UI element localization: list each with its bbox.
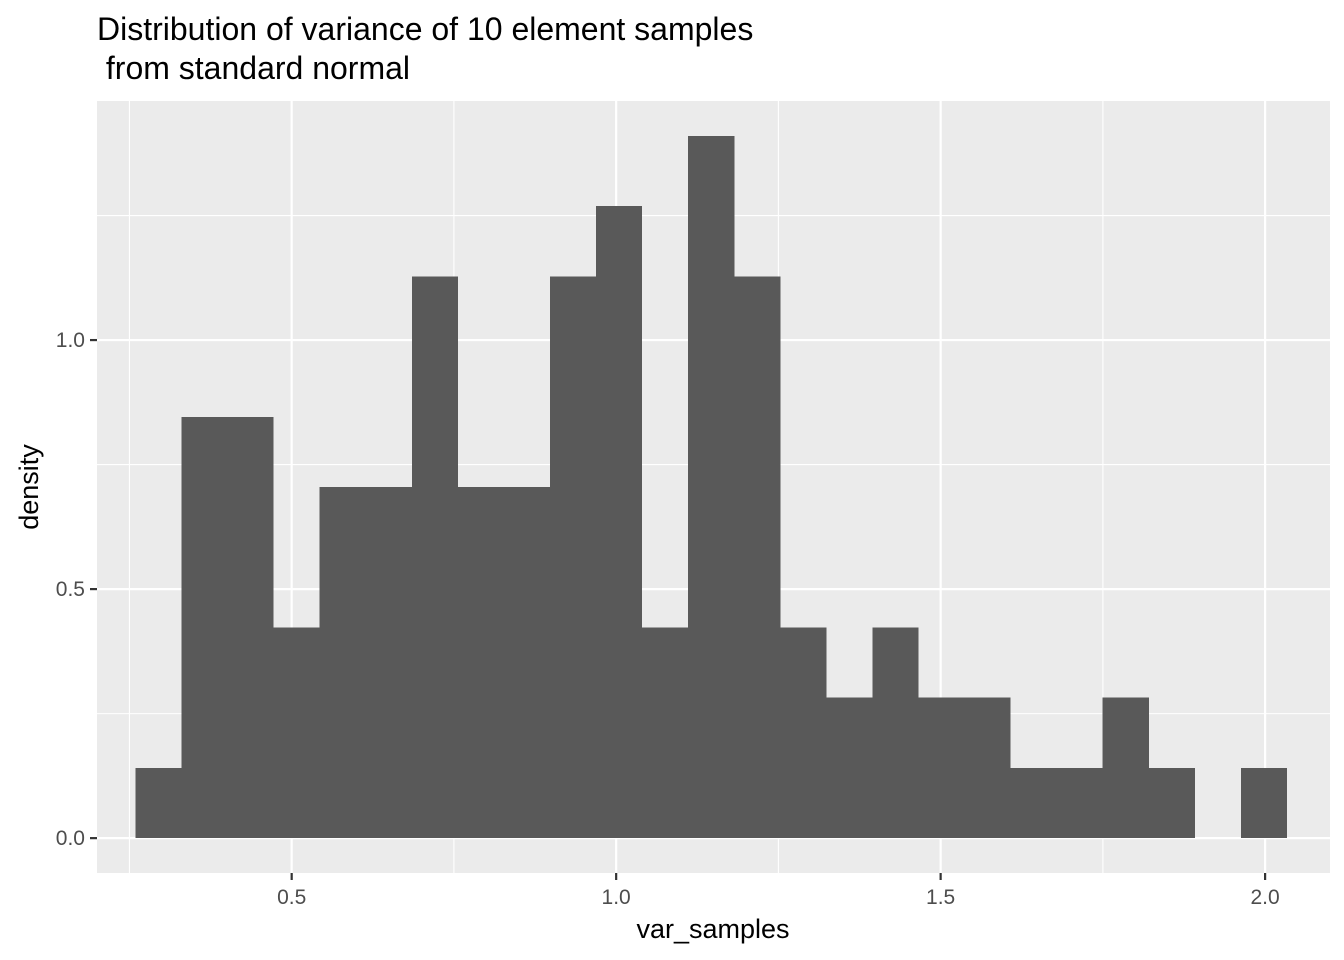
y-tick-label: 0.0 <box>56 827 85 850</box>
x-tick-label: 0.5 <box>277 886 306 909</box>
histogram-bar <box>1056 767 1103 839</box>
histogram-bar <box>596 206 643 839</box>
histogram-bar <box>1010 767 1057 839</box>
histogram-bar <box>688 135 735 839</box>
histogram-bar <box>365 487 412 839</box>
histogram-bar <box>918 697 965 839</box>
histogram-bar <box>780 627 827 839</box>
histogram-bar <box>457 487 504 839</box>
histogram-bar <box>1102 697 1149 839</box>
histogram-bar <box>1240 767 1288 839</box>
y-tick-label: 1.0 <box>56 329 85 352</box>
histogram-bar <box>273 627 320 839</box>
y-tick-label: 0.5 <box>56 578 85 601</box>
histogram-bar <box>227 416 274 839</box>
x-axis-title: var_samples <box>636 914 789 944</box>
histogram-bar <box>319 487 366 839</box>
histogram-bar <box>642 627 689 839</box>
histogram-bar <box>549 276 597 839</box>
chart-title-line1: Distribution of variance of 10 element s… <box>97 11 753 47</box>
histogram-bar <box>135 767 182 839</box>
histogram-bar <box>872 627 919 839</box>
histogram-bar <box>964 697 1011 839</box>
x-tick-label: 2.0 <box>1251 886 1280 909</box>
histogram-bars <box>135 135 1288 839</box>
histogram-bar <box>411 276 458 839</box>
histogram-bar <box>1148 767 1195 839</box>
histogram-bar <box>826 697 873 839</box>
histogram-bar <box>734 276 781 839</box>
y-axis: 0.0 0.5 1.0 <box>56 329 97 850</box>
histogram-bar <box>181 416 228 839</box>
x-tick-label: 1.5 <box>926 886 955 909</box>
x-axis: 0.5 1.0 1.5 2.0 <box>277 873 1280 909</box>
histogram-bar <box>503 487 550 839</box>
x-tick-label: 1.0 <box>602 886 631 909</box>
y-axis-title: density <box>14 444 44 530</box>
chart-title-line2: from standard normal <box>97 50 410 86</box>
